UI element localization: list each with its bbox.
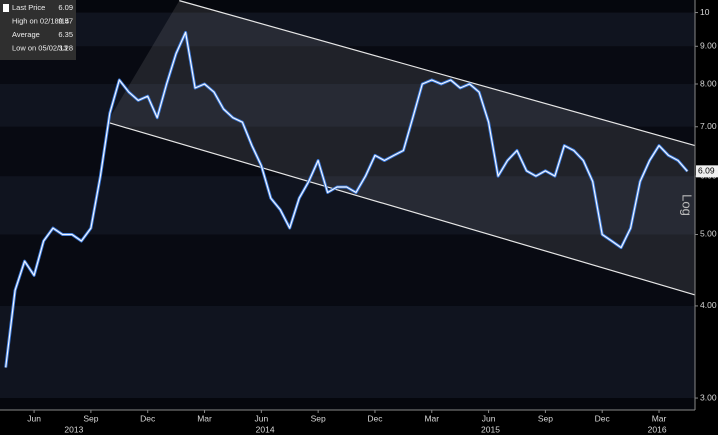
y-tick-label: 3.00 [700,392,717,402]
y-tick-label: 5.00 [700,229,717,239]
legend-label: Average [12,30,40,39]
x-tick-label: Jun [254,413,268,423]
x-tick-label: Mar [197,413,212,423]
grid-band [0,126,695,177]
x-tick-label: Dec [140,413,156,423]
y-tick-label: 4.00 [700,300,717,310]
y-tick-label: 7.00 [700,121,717,131]
grid-band [0,46,695,85]
last-price-tag [696,165,718,178]
legend-value: 3.28 [58,43,73,52]
y-tick-label: 9.00 [700,41,717,51]
x-tick-label: Sep [311,413,326,423]
legend-value: 6.09 [58,3,73,12]
legend-value: 9.57 [58,16,73,25]
x-tick-label: Jun [482,413,496,423]
year-label: 2013 [64,424,83,434]
y-tick-label: 8.00 [700,78,717,88]
channel-fill [107,0,695,295]
grid-band [0,305,695,399]
grid-band [0,234,695,306]
legend-label: Low on 05/02/13 [12,43,67,52]
legend-swatch [3,4,9,12]
year-label: 2014 [256,424,275,434]
legend-value: 6.35 [58,30,73,39]
legend-label: High on 02/18/14 [12,16,69,25]
scale-label: Log [680,194,695,216]
year-label: 2015 [481,424,500,434]
y-tick-label: 10 [700,7,710,17]
x-tick-label: Mar [424,413,439,423]
last-price-label: 6.09 [698,166,715,176]
x-tick-label: Dec [595,413,611,423]
axis-background [695,0,718,435]
price-line [5,31,688,368]
x-tick-label: Sep [83,413,98,423]
x-tick-label: Jun [27,413,41,423]
legend-label: Last Price [12,3,45,12]
year-label: 2016 [648,424,667,434]
legend-box [0,0,76,60]
trend-line [107,121,696,296]
x-tick-label: Sep [538,413,553,423]
x-tick-label: Dec [367,413,383,423]
x-tick-label: Mar [652,413,667,423]
grid-band [0,12,695,47]
trend-line [179,0,696,147]
